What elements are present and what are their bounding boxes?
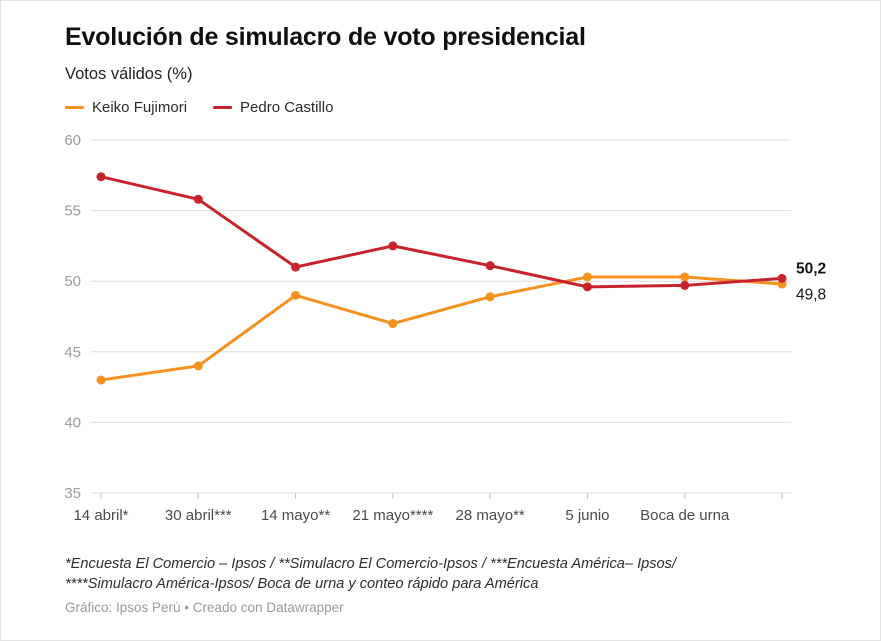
y-axis-label: 60 — [64, 132, 81, 149]
legend-label-keiko: Keiko Fujimori — [92, 98, 188, 116]
y-axis-label: 50 — [64, 273, 81, 290]
data-point-pedro-castillo[interactable] — [777, 273, 787, 283]
data-point-keiko-fujimori[interactable] — [485, 291, 495, 301]
legend-line-swatch-keiko — [65, 105, 84, 109]
data-point-keiko-fujimori[interactable] — [96, 375, 106, 385]
data-point-pedro-castillo[interactable] — [485, 260, 495, 270]
data-point-pedro-castillo[interactable] — [680, 280, 690, 290]
legend-label-castillo: Pedro Castillo — [240, 98, 334, 116]
y-axis-label: 40 — [64, 414, 81, 431]
data-point-keiko-fujimori[interactable] — [582, 272, 592, 282]
x-axis-label: 14 abril* — [73, 507, 128, 524]
chart-subtitle: Votos válidos (%) — [65, 64, 193, 83]
byline: Gráfico: Ipsos Perú • Creado con Datawra… — [65, 600, 344, 615]
y-axis-label: 45 — [64, 344, 81, 361]
data-point-keiko-fujimori[interactable] — [193, 361, 203, 371]
legend-item-keiko-fujimori: Keiko Fujimori — [65, 99, 187, 116]
data-point-keiko-fujimori[interactable] — [388, 318, 398, 328]
x-axis-label: 5 junio — [565, 507, 609, 524]
x-axis-label: 28 mayo** — [456, 507, 525, 524]
legend-line-swatch-castillo — [213, 105, 233, 109]
data-point-pedro-castillo[interactable] — [96, 171, 106, 181]
data-point-pedro-castillo[interactable] — [291, 262, 301, 272]
value-label-keiko-fujimori: 49,8 — [796, 286, 826, 303]
data-point-pedro-castillo[interactable] — [582, 282, 592, 292]
data-point-pedro-castillo[interactable] — [388, 241, 398, 251]
x-axis-label: 21 mayo**** — [352, 507, 433, 524]
legend: Keiko Fujimori Pedro Castillo — [1, 99, 880, 116]
series-line-keiko-fujimori — [99, 275, 784, 382]
legend-item-pedro-castillo: Pedro Castillo — [213, 99, 333, 116]
x-axis-label: 30 abril*** — [165, 507, 232, 524]
series-line-pedro-castillo — [99, 174, 784, 289]
value-label-pedro-castillo: 50,2 — [796, 260, 826, 277]
x-axis-label: 14 mayo** — [261, 507, 330, 524]
data-point-pedro-castillo[interactable] — [193, 194, 203, 204]
y-axis-label: 35 — [64, 485, 81, 502]
data-point-keiko-fujimori[interactable] — [291, 290, 301, 300]
chart-svg: 35 40 45 50 55 60 14 abril* 30 abril*** 14 mayo*… — [64, 132, 826, 524]
footnotes: *Encuesta El Comercio – Ipsos / **Simula… — [65, 555, 677, 592]
data-point-keiko-fujimori[interactable] — [680, 272, 690, 282]
page-title: Evolución de simulacro de voto presidenc… — [65, 23, 586, 51]
x-axis-label: Boca de urna — [640, 507, 730, 524]
y-axis-label: 55 — [64, 202, 81, 219]
